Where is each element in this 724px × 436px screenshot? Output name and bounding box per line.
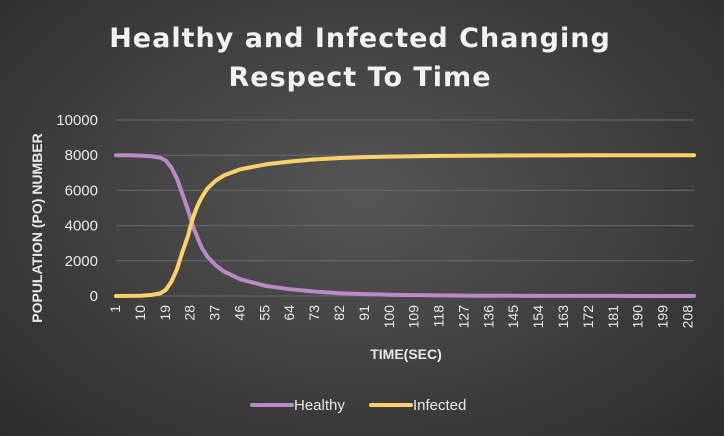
x-tick-label: 136 xyxy=(480,305,496,329)
y-axis-title: POPULATION (PO) NUMBER xyxy=(29,133,45,323)
x-tick-label: 82 xyxy=(331,305,347,321)
x-tick-label: 154 xyxy=(530,305,546,329)
x-tick-label: 172 xyxy=(580,305,596,329)
x-tick-label: 37 xyxy=(207,305,223,321)
series-line-healthy xyxy=(114,153,696,298)
x-tick-label: 127 xyxy=(455,305,471,329)
x-tick-label: 100 xyxy=(381,305,397,329)
series-line-infected xyxy=(114,153,696,298)
x-tick-label: 10 xyxy=(132,305,148,321)
x-tick-label: 1 xyxy=(107,305,123,313)
y-tick-label: 0 xyxy=(90,288,98,305)
x-tick-label: 109 xyxy=(406,305,422,329)
x-tick-label: 55 xyxy=(256,305,272,321)
x-tick-label: 19 xyxy=(157,305,173,321)
legend-label-healthy: Healthy xyxy=(294,397,345,414)
x-tick-label: 190 xyxy=(630,305,646,329)
chart-title-line: Respect To Time xyxy=(228,62,491,93)
y-tick-label: 6000 xyxy=(65,182,98,199)
y-tick-label: 10000 xyxy=(56,112,98,129)
x-tick-label: 46 xyxy=(231,305,247,321)
y-tick-label: 4000 xyxy=(65,218,98,235)
x-tick-label: 181 xyxy=(605,305,621,329)
x-tick-label: 163 xyxy=(555,305,571,329)
chart-title-line: Healthy and Infected Changing xyxy=(109,23,611,54)
x-tick-label: 91 xyxy=(356,305,372,321)
y-tick-label: 8000 xyxy=(65,147,98,164)
x-tick-label: 118 xyxy=(431,305,447,328)
legend-label-infected: Infected xyxy=(413,397,466,414)
x-tick-label: 64 xyxy=(281,305,297,321)
y-tick-label: 2000 xyxy=(65,253,98,270)
x-axis-title: TIME(SEC) xyxy=(370,346,442,362)
x-tick-label: 199 xyxy=(655,305,671,329)
x-tick-label: 145 xyxy=(505,305,521,329)
x-tick-label: 73 xyxy=(306,305,322,321)
x-tick-label: 28 xyxy=(182,305,198,321)
x-tick-label: 208 xyxy=(679,305,695,329)
